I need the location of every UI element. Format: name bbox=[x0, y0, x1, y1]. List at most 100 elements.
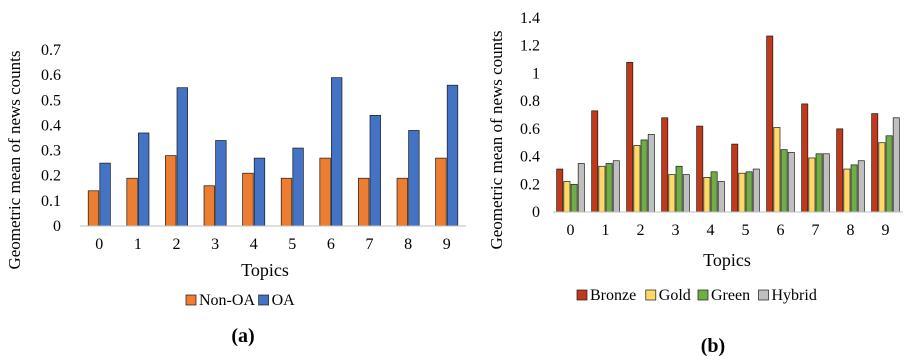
x-tick-label: 7 bbox=[366, 236, 374, 253]
bar-bronze bbox=[871, 113, 879, 213]
y-tick-label: 0.6 bbox=[41, 67, 61, 84]
bar-green bbox=[850, 164, 858, 213]
bar-series-group bbox=[556, 35, 900, 213]
y-tick-label: 0.1 bbox=[41, 193, 61, 210]
legend-swatch bbox=[576, 289, 588, 301]
y-tick-label: 0.3 bbox=[41, 143, 61, 160]
x-tick-label: 2 bbox=[173, 236, 181, 253]
chart-panel-b: Geometric mean of news counts 0 0.2 0.4 0.6… bbox=[487, 10, 903, 356]
bar-gold bbox=[808, 157, 816, 213]
x-axis-label: Topics bbox=[241, 260, 289, 280]
legend-label: Green bbox=[711, 287, 750, 304]
x-tick-label: 9 bbox=[443, 236, 451, 253]
x-tick-label: 0 bbox=[567, 222, 575, 239]
bar-green bbox=[605, 163, 613, 213]
bar-bronze bbox=[626, 61, 634, 213]
x-tick-label: 3 bbox=[211, 236, 219, 253]
bar-hybrid bbox=[612, 160, 620, 213]
legend-label: Non-OA bbox=[199, 292, 255, 309]
bar-non-oa bbox=[280, 177, 293, 227]
bar-gold bbox=[878, 142, 886, 213]
bar-green bbox=[745, 171, 753, 213]
bar-green bbox=[780, 149, 788, 213]
bar-oa bbox=[292, 147, 304, 227]
bar-non-oa bbox=[203, 185, 215, 227]
bar-oa bbox=[215, 140, 227, 227]
bar-bronze bbox=[836, 128, 844, 213]
x-tick-label: 1 bbox=[602, 222, 610, 239]
bar-green bbox=[815, 153, 823, 213]
x-tick-labels: 0 1 2 3 4 5 6 7 8 9 bbox=[567, 222, 890, 239]
bar-oa bbox=[138, 132, 150, 227]
panel-label: (b) bbox=[701, 335, 725, 356]
x-tick-label: 9 bbox=[882, 222, 890, 239]
y-tick-label: 1.4 bbox=[520, 10, 540, 27]
x-tick-label: 6 bbox=[777, 222, 785, 239]
y-axis-label: Geometric mean of news counts bbox=[5, 50, 24, 269]
x-tick-label: 2 bbox=[637, 222, 645, 239]
legend-swatch bbox=[645, 289, 657, 301]
bar-non-oa bbox=[396, 177, 408, 227]
y-tick-label: 0.4 bbox=[520, 149, 540, 166]
bar-gold bbox=[598, 165, 606, 213]
bar-oa bbox=[369, 115, 381, 227]
bar-bronze bbox=[801, 103, 809, 213]
bar-gold bbox=[738, 172, 746, 213]
legend-swatch bbox=[258, 294, 269, 306]
bar-green bbox=[710, 171, 718, 213]
legend-label: Hybrid bbox=[772, 287, 817, 304]
x-tick-label: 4 bbox=[707, 222, 715, 239]
y-tick-label: 0.2 bbox=[520, 176, 540, 193]
bar-gold bbox=[773, 127, 781, 213]
y-tick-label: 0.7 bbox=[41, 42, 61, 59]
bar-hybrid bbox=[717, 181, 725, 213]
y-tick-label: 0.4 bbox=[41, 117, 61, 134]
y-tick-label: 0.5 bbox=[41, 92, 61, 109]
bar-hybrid bbox=[822, 153, 830, 213]
bar-non-oa bbox=[87, 190, 100, 227]
x-tick-label: 4 bbox=[250, 236, 258, 253]
bar-gold bbox=[843, 168, 851, 213]
y-tick-labels: 0 0.2 0.4 0.6 0.8 1 1.2 1.4 bbox=[520, 10, 540, 221]
bar-hybrid bbox=[892, 117, 900, 213]
legend: Bronze Gold Green Hybrid bbox=[576, 287, 817, 304]
bar-oa bbox=[408, 130, 420, 227]
bar-non-oa bbox=[126, 177, 138, 227]
bar-green bbox=[675, 165, 683, 213]
y-tick-label: 0 bbox=[53, 218, 61, 235]
bar-bronze bbox=[661, 117, 669, 213]
y-tick-label: 0 bbox=[532, 204, 540, 221]
bar-green bbox=[885, 135, 893, 213]
bar-green bbox=[570, 183, 578, 213]
bar-oa bbox=[253, 157, 266, 227]
bar-hybrid bbox=[752, 168, 760, 213]
bar-hybrid bbox=[577, 163, 585, 213]
y-tick-label: 1 bbox=[532, 65, 540, 82]
bar-series-group bbox=[87, 77, 459, 227]
x-tick-labels: 0 1 2 3 4 5 6 7 8 9 bbox=[95, 236, 450, 253]
bar-non-oa bbox=[358, 177, 370, 227]
x-tick-label: 7 bbox=[812, 222, 820, 239]
bar-oa bbox=[176, 87, 188, 227]
bar-gold bbox=[703, 177, 711, 213]
legend-label: Gold bbox=[659, 287, 691, 304]
x-tick-label: 5 bbox=[288, 236, 296, 253]
bar-non-oa bbox=[242, 172, 254, 227]
bar-hybrid bbox=[787, 152, 795, 213]
chart-panel-a: Geometric mean of news counts 0 0.1 0.2 0.3… bbox=[5, 42, 466, 347]
y-axis-label: Geometric mean of news counts bbox=[487, 30, 506, 249]
y-tick-label: 1.2 bbox=[520, 38, 540, 55]
x-tick-label: 5 bbox=[742, 222, 750, 239]
bar-bronze bbox=[766, 35, 774, 213]
bar-non-oa bbox=[165, 155, 177, 227]
legend-label: Bronze bbox=[590, 287, 636, 304]
bar-bronze bbox=[731, 143, 739, 213]
x-tick-label: 6 bbox=[327, 236, 335, 253]
bar-hybrid bbox=[682, 174, 690, 213]
x-tick-label: 1 bbox=[134, 236, 142, 253]
legend-swatch bbox=[758, 289, 769, 301]
bar-bronze bbox=[696, 125, 704, 213]
bar-non-oa bbox=[319, 157, 331, 227]
legend-label: OA bbox=[272, 292, 296, 309]
legend: Non-OA OA bbox=[185, 292, 296, 309]
